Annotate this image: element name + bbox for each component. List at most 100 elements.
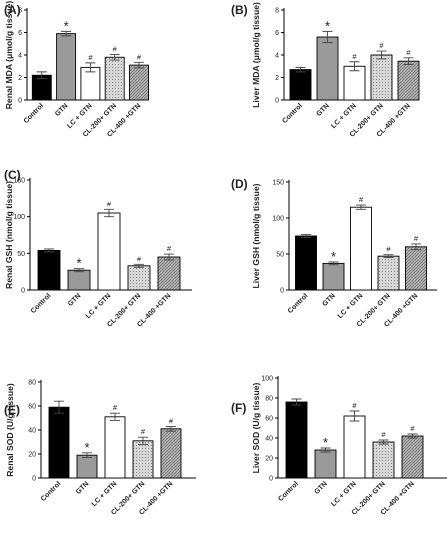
y-tick-label: 0 [275,98,279,105]
error-bar [164,253,174,261]
error-bar [411,243,421,251]
error-bar [301,234,311,238]
bar [372,441,395,479]
error-bar [36,71,47,80]
x-tick-label: Control [40,480,63,503]
significance-hash: # [386,245,391,254]
y-tick-label: 150 [13,178,25,185]
panel-label: (A) [4,3,21,17]
y-tick-label: 100 [13,214,25,221]
error-bar [320,447,331,453]
x-tick-label: LC + GTN [330,480,358,508]
significance-hash: # [414,234,419,243]
chart-panel-f: (F) Liver SOD (U/g tissue) 0 20 40 60 80 100 Con… [231,376,447,517]
x-tick-label: LC + GTN [337,292,365,320]
error-bar [166,425,176,432]
bar [289,69,312,101]
x-tick-label: Control [23,102,46,125]
error-bar [44,248,54,253]
bar [343,65,366,101]
error-bar [356,204,366,210]
bar [370,54,393,101]
y-tick-label: 6 [18,30,22,37]
bar [405,246,427,291]
bar [104,416,126,479]
y-tick-label: 6 [275,30,279,37]
y-axis-title: Liver GSH (nmol/g tissue) [251,183,261,288]
error-bar [85,62,96,73]
y-tick-label: 100 [272,216,284,223]
x-tick-label: GTN [314,480,329,495]
x-tick-label: Control [287,292,310,315]
error-bar [349,61,360,72]
significance-hash: # [137,254,142,263]
bar [127,265,151,291]
y-tick-label: 60 [28,404,36,411]
error-bar [376,50,387,60]
bar [67,269,91,291]
y-tick-label: 0 [280,288,284,295]
significance-hash: # [107,199,112,208]
x-tick-label: LC + GTN [85,292,113,320]
chart-panel-e: (E)Renal SOD (U/g tissue) 0 20 40 60 80 Contro… [4,380,196,517]
significance-star: * [76,256,81,271]
error-bar [134,61,144,69]
error-bar [322,30,333,44]
error-bar [61,30,72,37]
panel-label: (B) [231,3,248,17]
bar [56,33,77,101]
error-bar [104,208,114,218]
error-bar [349,410,360,422]
error-bar [403,57,414,66]
error-bar [82,452,92,459]
y-axis-title: Liver MDA (μmol/g tissue) [251,2,261,108]
bar [285,401,308,479]
y-tick-label: 20 [265,456,273,463]
significance-hash: # [137,52,142,61]
panel-label: (C) [4,168,21,182]
bar [132,440,154,479]
y-tick-label: 8 [275,8,279,15]
y-tick-label: 80 [28,380,36,387]
x-tick-label: GTN [75,480,90,495]
significance-hash: # [359,195,364,204]
y-tick-label: 60 [265,416,273,423]
y-tick-label: 150 [272,180,284,187]
panel-label: (F) [231,401,246,415]
error-bar [407,433,418,439]
y-tick-label: 8 [18,8,22,15]
y-tick-label: 2 [18,75,22,82]
bar [343,415,366,479]
y-tick-label: 50 [276,252,284,259]
error-bar [134,263,144,268]
bar [37,249,61,291]
bar [76,454,98,479]
y-tick-label: 40 [28,428,36,435]
error-bar [74,268,84,273]
bar [97,212,121,291]
error-bar [109,53,120,61]
error-bar [110,412,120,421]
chart-panel-c: (C)Renal GSH (nmol/g tissue) 0 50 100 150 Con… [4,168,192,329]
significance-hash: # [113,44,118,53]
bar [157,256,181,291]
error-bar [291,398,302,406]
bar [397,60,420,101]
chart-panel-b: (B) Liver MDA (μmol/g tissue) 0 2 4 6 8 Control… [231,2,420,139]
significance-hash: # [141,427,146,436]
y-tick-label: 20 [28,452,36,459]
bar [401,435,424,479]
significance-star: * [331,249,336,264]
y-tick-label: 4 [275,53,279,60]
y-axis-title: Renal SOD (U/g tissue) [5,383,15,477]
x-tick-label: GTN [316,102,331,117]
bar [377,255,400,291]
y-tick-label: 0 [269,476,273,483]
significance-hash: # [167,244,172,253]
x-tick-label: Control [281,102,304,125]
y-tick-label: 100 [261,376,273,383]
bar [48,406,70,479]
bar [129,64,149,101]
